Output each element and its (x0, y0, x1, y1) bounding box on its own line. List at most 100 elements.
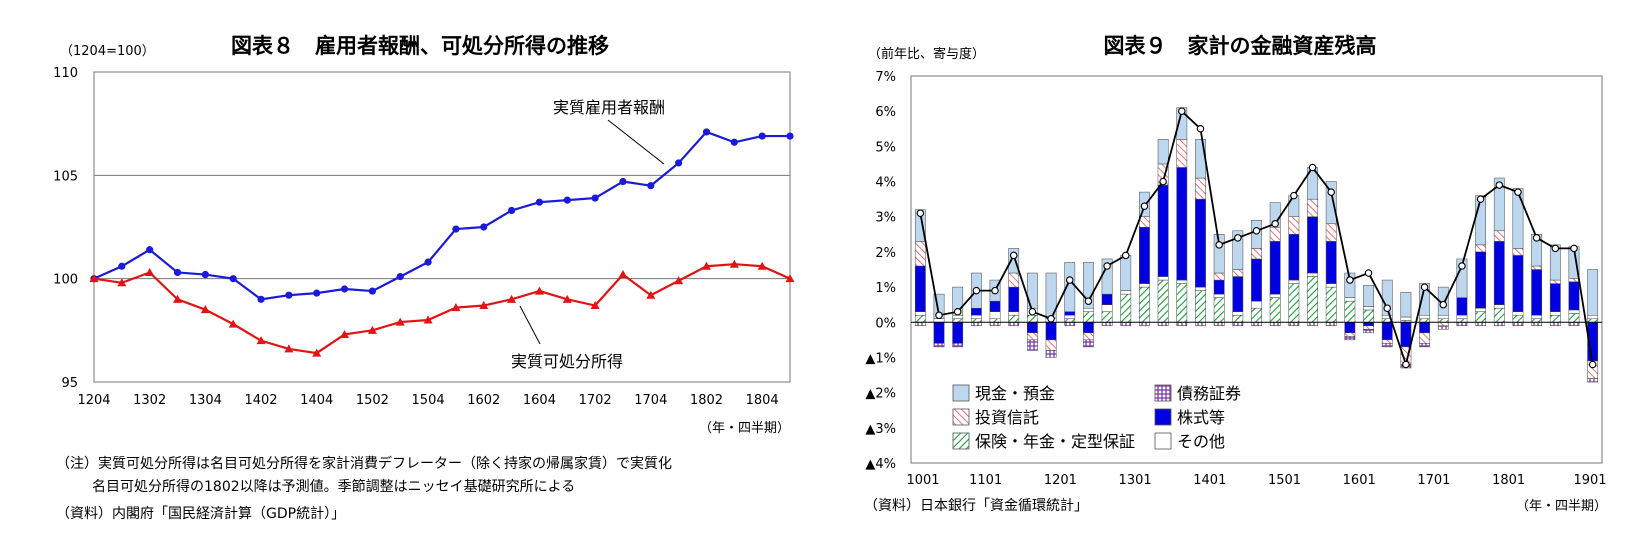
right-source: （資料）日本銀行「資金循環統計」 (864, 498, 1088, 514)
label-leader-disposable (519, 305, 541, 345)
bar-segment (1213, 293, 1225, 298)
left-x-tick-label: 1402 (244, 393, 277, 408)
left-y-axis: 95 100 105 110 (53, 66, 78, 391)
data-point (563, 196, 571, 204)
data-point (730, 138, 738, 146)
data-point (367, 325, 377, 334)
bar-segment (1157, 322, 1169, 327)
bar-segment (1325, 283, 1337, 288)
left-x-tick-label: 1702 (579, 393, 612, 408)
left-x-tick-label: 1804 (746, 393, 779, 408)
legend-stocks: 株式等 (1177, 408, 1225, 427)
bar-segment (914, 314, 926, 323)
bar-segment (1363, 329, 1374, 334)
bar-segment (1531, 269, 1543, 316)
bar-segment (1437, 318, 1449, 323)
bar-segment (914, 241, 926, 267)
bar-segment (1101, 293, 1113, 305)
bar-segment (1232, 269, 1244, 277)
bar-segment (1008, 322, 1020, 327)
bar-segment (1456, 322, 1468, 327)
data-point (619, 177, 627, 186)
data-point (591, 194, 599, 202)
left-y-tick-label: 105 (53, 169, 78, 184)
bar-segment (1363, 306, 1374, 311)
data-point (256, 336, 266, 345)
bar-segment (1325, 241, 1337, 284)
bar-segment (1363, 309, 1374, 323)
data-point (757, 261, 767, 270)
bar-segment (1064, 311, 1076, 316)
bar-segment (1400, 322, 1412, 348)
total-point (1570, 244, 1578, 253)
left-series-0 (90, 128, 794, 303)
bar-segment (1456, 297, 1468, 316)
left-x-tick-label: 1504 (412, 393, 445, 408)
total-point (1140, 202, 1149, 210)
bar-segment (1475, 244, 1486, 253)
right-x-tick-label: 1001 (906, 473, 939, 488)
bar-segment (1101, 322, 1113, 327)
total-point (1420, 283, 1429, 291)
bar-segment (933, 318, 945, 323)
bar-segment (1512, 255, 1524, 312)
left-x-tick-label: 1404 (300, 393, 333, 408)
bar-segment (989, 300, 1001, 312)
bar-segment (1381, 339, 1393, 344)
bar-segment (1549, 314, 1561, 323)
series-line (93, 263, 791, 355)
bar-segment (1363, 285, 1374, 307)
bar-segment (1325, 181, 1337, 225)
bar-segment (1344, 272, 1356, 298)
bar-segment (1381, 343, 1393, 348)
bar-segment (1064, 322, 1076, 327)
legend-trust: 投資信託 (975, 408, 1039, 427)
data-point (201, 270, 209, 279)
bar-segment (1437, 322, 1449, 327)
data-point (395, 317, 405, 326)
legend-swatch-bonds (1154, 384, 1172, 402)
data-point (452, 225, 460, 233)
total-point (1402, 360, 1410, 369)
data-point (480, 223, 488, 231)
bar-segment (1288, 283, 1300, 323)
bar-segment (1437, 314, 1449, 320)
bar-segment (952, 343, 964, 348)
right-y-tick-label: ▲1% (865, 351, 896, 366)
legend-other: その他 (1177, 432, 1225, 451)
bar-segment (1512, 322, 1524, 327)
bar-segment (1587, 269, 1599, 316)
total-point (991, 286, 999, 295)
total-point (916, 209, 925, 217)
bar-segment (989, 318, 1001, 323)
bar-segment (1269, 227, 1281, 242)
bar-segment (1251, 307, 1262, 323)
bar-segment (1531, 322, 1543, 327)
bar-segment (970, 307, 982, 316)
bar-segment (1325, 286, 1337, 323)
bar-segment (1363, 322, 1374, 327)
right-y-tick-label: 3% (875, 211, 896, 226)
bar-segment (1083, 307, 1094, 312)
data-point (313, 289, 321, 297)
bar-segment (1307, 322, 1318, 327)
bar-segment (970, 322, 982, 327)
data-point (729, 259, 739, 268)
bar-segment (1232, 276, 1244, 312)
data-point (257, 295, 265, 303)
bar-segment (1512, 314, 1524, 323)
bar-segment (1157, 279, 1169, 323)
bar-segment (1008, 272, 1020, 288)
left-x-tick-label: 1802 (690, 393, 723, 408)
bar-segment (1568, 281, 1580, 311)
left-y-unit: （1204=100） (60, 44, 155, 59)
bar-segment (1344, 336, 1356, 341)
left-series (89, 128, 795, 357)
bar-segment (1251, 300, 1262, 309)
bar-segment (1400, 316, 1412, 321)
bar-segment (1139, 286, 1150, 323)
bar-segment (1213, 234, 1225, 274)
right-x-tick-label: 1301 (1119, 473, 1152, 488)
total-point (1346, 276, 1354, 284)
data-point (507, 294, 517, 303)
